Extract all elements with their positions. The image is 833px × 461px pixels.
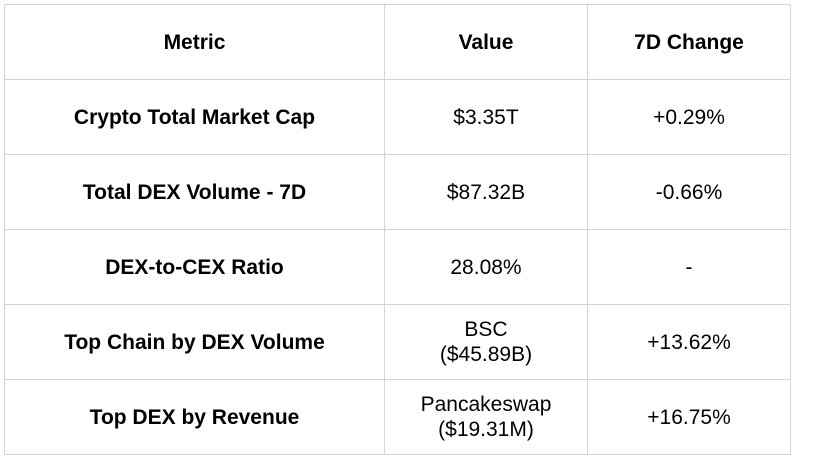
value-text: BSC xyxy=(464,318,508,341)
table-row: Top DEX by Revenue Pancakeswap ($19.31M)… xyxy=(4,379,791,455)
table-row: Crypto Total Market Cap $3.35T +0.29% xyxy=(4,79,791,155)
value-cell: BSC ($45.89B) xyxy=(384,304,588,380)
value-cell: $87.32B xyxy=(384,154,588,230)
change-cell: - xyxy=(587,229,791,305)
metrics-table: Metric Value 7D Change Crypto Total Mark… xyxy=(4,4,791,455)
column-header-7d-change: 7D Change xyxy=(587,4,791,80)
value-subtext: ($45.89B) xyxy=(439,343,533,366)
value-text: $87.32B xyxy=(446,180,526,204)
metric-cell: Top DEX by Revenue xyxy=(4,379,385,455)
table-row: DEX-to-CEX Ratio 28.08% - xyxy=(4,229,791,305)
value-text: 28.08% xyxy=(450,255,522,279)
change-cell: +0.29% xyxy=(587,79,791,155)
value-cell: $3.35T xyxy=(384,79,588,155)
column-header-metric: Metric xyxy=(4,4,385,80)
metric-cell: DEX-to-CEX Ratio xyxy=(4,229,385,305)
value-text: $3.35T xyxy=(453,105,519,129)
value-cell: Pancakeswap ($19.31M) xyxy=(384,379,588,455)
header-row: Metric Value 7D Change xyxy=(4,4,791,80)
change-cell: -0.66% xyxy=(587,154,791,230)
table-row: Total DEX Volume - 7D $87.32B -0.66% xyxy=(4,154,791,230)
metric-cell: Top Chain by DEX Volume xyxy=(4,304,385,380)
value-cell: 28.08% xyxy=(384,229,588,305)
metric-cell: Crypto Total Market Cap xyxy=(4,79,385,155)
column-header-value: Value xyxy=(384,4,588,80)
value-text: Pancakeswap xyxy=(420,393,552,416)
metric-cell: Total DEX Volume - 7D xyxy=(4,154,385,230)
change-cell: +16.75% xyxy=(587,379,791,455)
change-cell: +13.62% xyxy=(587,304,791,380)
table-row: Top Chain by DEX Volume BSC ($45.89B) +1… xyxy=(4,304,791,380)
value-subtext: ($19.31M) xyxy=(438,418,534,441)
